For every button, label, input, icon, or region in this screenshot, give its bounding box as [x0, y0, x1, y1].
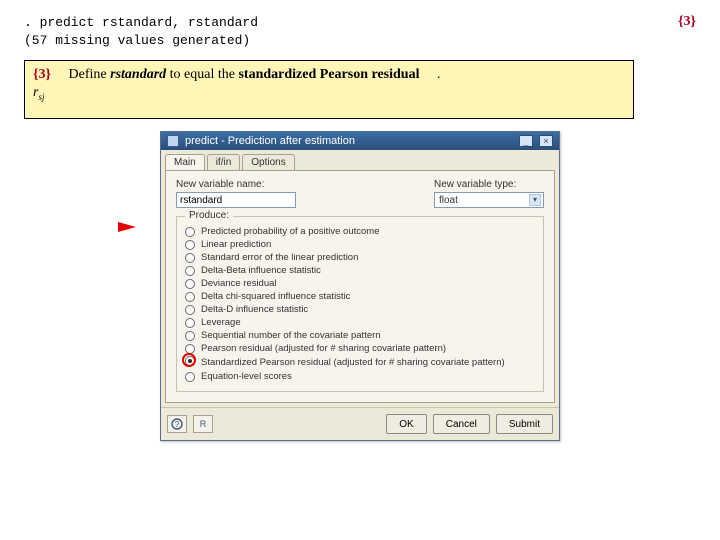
red-circle-icon [182, 353, 196, 367]
radio-icon [185, 253, 195, 263]
ok-button[interactable]: OK [386, 414, 426, 434]
cancel-button[interactable]: Cancel [433, 414, 490, 434]
tab-ifin[interactable]: if/in [207, 154, 241, 170]
produce-title: Produce: [185, 210, 233, 221]
radio-row[interactable]: Equation-level scores [185, 370, 535, 383]
radio-row[interactable]: Leverage [185, 316, 535, 329]
note-bold-term: standardized Pearson residual [238, 67, 419, 82]
radio-icon [185, 372, 195, 382]
note-prefix: Define [69, 67, 111, 82]
radio-label: Delta-D influence statistic [201, 304, 308, 315]
radio-icon [185, 318, 195, 328]
radio-icon [185, 292, 195, 302]
radio-label: Delta-Beta influence statistic [201, 265, 321, 276]
radio-row[interactable]: Standard error of the linear prediction [185, 251, 535, 264]
submit-button[interactable]: Submit [496, 414, 553, 434]
code-block: . predict rstandard, rstandard (57 missi… [24, 14, 696, 50]
help-icon: ? [171, 418, 183, 430]
note-text: Define rstandard to equal the standardiz… [69, 67, 423, 82]
varname-label: New variable name: [176, 179, 296, 190]
main-panel: New variable name: New variable type: fl… [165, 170, 555, 403]
radio-row[interactable]: Deviance residual [185, 277, 535, 290]
note-tag: {3} [33, 67, 51, 82]
radio-label: Linear prediction [201, 239, 271, 250]
radio-icon [185, 240, 195, 250]
radio-row[interactable]: Delta chi-squared influence statistic [185, 290, 535, 303]
tab-main[interactable]: Main [165, 154, 205, 170]
varname-input[interactable] [176, 192, 296, 208]
tab-options[interactable]: Options [242, 154, 294, 170]
radio-label: Pearson residual (adjusted for # sharing… [201, 343, 446, 354]
radio-label: Leverage [201, 317, 241, 328]
minimize-button[interactable]: _ [519, 135, 533, 147]
radio-label: Delta chi-squared influence statistic [201, 291, 350, 302]
radio-icon [185, 266, 195, 276]
help-button[interactable]: ? [167, 415, 187, 433]
titlebar: predict - Prediction after estimation _ … [161, 132, 559, 150]
vartype-col: New variable type: float ▾ [434, 179, 544, 208]
vartype-label: New variable type: [434, 179, 544, 190]
radio-row[interactable]: Sequential number of the covariate patte… [185, 329, 535, 342]
radio-label: Deviance residual [201, 278, 277, 289]
radio-row[interactable]: Delta-Beta influence statistic [185, 264, 535, 277]
note-box: {3} Define rstandard to equal the standa… [24, 60, 634, 119]
note-period: . [437, 67, 441, 82]
radio-icon [185, 279, 195, 289]
chevron-down-icon: ▾ [529, 194, 541, 206]
note-italic-term: rstandard [110, 67, 166, 82]
radio-label: Equation-level scores [201, 371, 292, 382]
copy-button[interactable]: R [193, 415, 213, 433]
radio-icon [185, 331, 195, 341]
vartype-select[interactable]: float ▾ [434, 192, 544, 208]
radio-row[interactable]: Predicted probability of a positive outc… [185, 225, 535, 238]
note-formula: rsj [33, 85, 625, 102]
app-icon [167, 135, 179, 147]
red-arrow-icon [118, 222, 136, 232]
code-line-1: . predict rstandard, rstandard [24, 14, 696, 32]
radio-label: Predicted probability of a positive outc… [201, 226, 380, 237]
tabs: Main if/in Options [161, 150, 559, 170]
radio-icon [185, 344, 195, 354]
vartype-value: float [439, 195, 458, 206]
radio-icon [185, 227, 195, 237]
button-bar: ? R OK Cancel Submit [161, 407, 559, 440]
radio-label: Standard error of the linear prediction [201, 252, 358, 263]
radio-row[interactable]: Linear prediction [185, 238, 535, 251]
field-row: New variable name: New variable type: fl… [176, 179, 544, 208]
copy-icon-label: R [200, 419, 207, 429]
close-button[interactable]: × [539, 135, 553, 147]
dialog-window: predict - Prediction after estimation _ … [160, 131, 560, 441]
formula-sub: sj [38, 92, 44, 102]
radio-row-selected[interactable]: Standardized Pearson residual (adjusted … [185, 355, 535, 370]
varname-col: New variable name: [176, 179, 296, 208]
marker-right: {3} [678, 14, 696, 30]
radio-label: Standardized Pearson residual (adjusted … [201, 357, 505, 368]
radio-row[interactable]: Pearson residual (adjusted for # sharing… [185, 342, 535, 355]
note-middle: to equal the [166, 67, 238, 82]
radio-label: Sequential number of the covariate patte… [201, 330, 381, 341]
svg-text:?: ? [175, 420, 180, 429]
radio-icon [185, 305, 195, 315]
produce-group: Produce: Predicted probability of a posi… [176, 216, 544, 392]
code-line-2: (57 missing values generated) [24, 32, 696, 50]
window-title: predict - Prediction after estimation [185, 135, 513, 147]
radio-wrap [185, 356, 195, 369]
radio-row[interactable]: Delta-D influence statistic [185, 303, 535, 316]
